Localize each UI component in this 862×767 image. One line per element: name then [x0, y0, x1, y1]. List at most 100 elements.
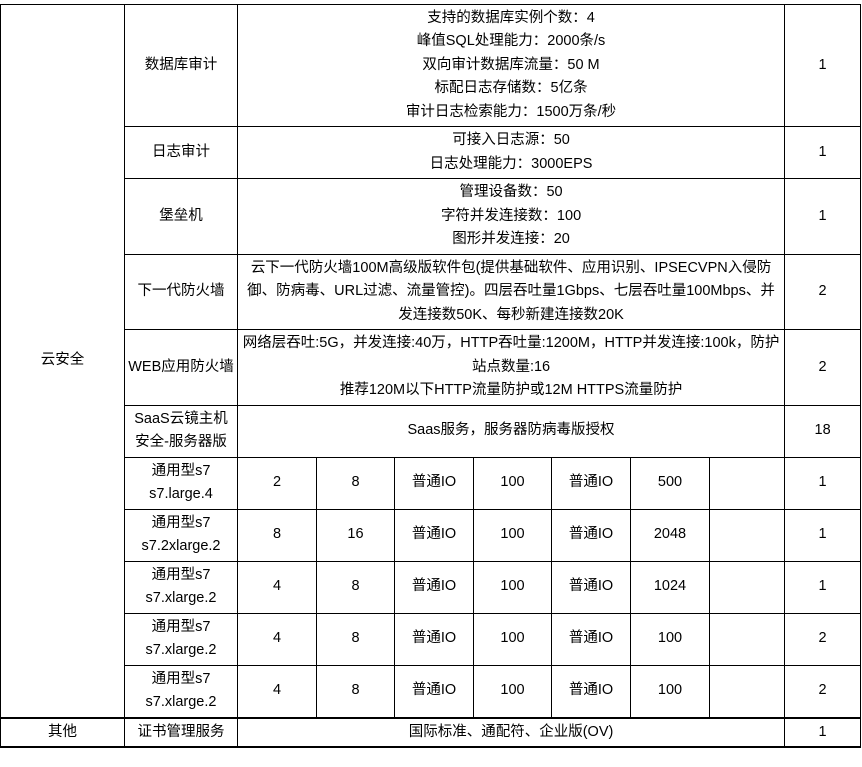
desc-line: 标配日志存储数：5亿条: [434, 80, 588, 97]
item-name-saas-host-security: SaaS云镜主机安全-服务器版: [124, 404, 238, 458]
instance-system-disk-size: 100: [473, 612, 552, 666]
item-name-database-audit: 数据库审计: [124, 3, 238, 128]
category-cell-cloud-security: 云安全: [0, 3, 125, 719]
category-cell-other: 其他: [0, 716, 125, 749]
instance-type: s7.2xlarge.2: [141, 538, 221, 555]
quantity-web-application-firewall: 2: [784, 329, 862, 406]
instance-vcpu: 4: [237, 560, 317, 614]
table-row-next-gen-firewall: 下一代防火墙 云下一代防火墙100M高级版软件包(提供基础软件、应用识别、IPS…: [1, 253, 862, 331]
specification-table: 云安全 数据库审计 支持的数据库实例个数：4 峰值SQL处理能力：2000条/s…: [0, 3, 862, 749]
instance-type: s7.xlarge.2: [145, 694, 217, 711]
instance-family: 通用型s7: [151, 566, 211, 583]
instance-data-disk-size: 100: [630, 664, 710, 719]
desc-line: 管理设备数：50: [459, 184, 563, 201]
desc-line: 审计日志检索能力：1500万条/秒: [405, 103, 617, 120]
instance-family: 通用型s7: [151, 462, 211, 479]
desc-line: Saas服务，服务器防病毒版授权: [407, 422, 615, 439]
instance-extra: [708, 456, 786, 510]
instance-extra: [708, 508, 786, 562]
quantity-instance: 1: [784, 508, 862, 562]
instance-family: 通用型s7: [151, 514, 211, 531]
quantity-saas-host-security: 18: [784, 404, 862, 458]
instance-system-disk-type: 普通IO: [394, 560, 474, 614]
item-name-certificate-management: 证书管理服务: [124, 716, 238, 749]
desc-line: 可接入日志源：50: [452, 132, 570, 149]
instance-system-disk-type: 普通IO: [394, 456, 474, 510]
desc-line: 双向审计数据库流量：50 M: [422, 56, 600, 73]
item-desc-database-audit: 支持的数据库实例个数：4 峰值SQL处理能力：2000条/s 双向审计数据库流量…: [236, 3, 786, 128]
instance-system-disk-size: 100: [473, 560, 552, 614]
item-desc-web-application-firewall: 网络层吞吐:5G，并发连接:40万，HTTP吞吐量:1200M，HTTP并发连接…: [236, 329, 786, 406]
desc-line: 峰值SQL处理能力：2000条/s: [416, 33, 606, 50]
instance-vcpu: 2: [237, 456, 317, 510]
instance-data-disk-size: 500: [630, 456, 710, 510]
item-name-log-audit: 日志审计: [124, 126, 238, 180]
table-body: 云安全 数据库审计 支持的数据库实例个数：4 峰值SQL处理能力：2000条/s…: [0, 3, 862, 749]
instance-memory: 16: [316, 508, 395, 562]
item-name-next-gen-firewall: 下一代防火墙: [124, 253, 238, 331]
table-row-instance: 通用型s7 s7.large.4 2 8 普通IO 100 普通IO 500 1: [1, 456, 862, 510]
instance-data-disk-size: 100: [630, 612, 710, 666]
instance-type: s7.xlarge.2: [145, 590, 217, 607]
quantity-instance: 1: [784, 560, 862, 614]
instance-data-disk-type: 普通IO: [551, 612, 631, 666]
item-name-instance: 通用型s7 s7.2xlarge.2: [124, 508, 238, 562]
item-name-instance: 通用型s7 s7.xlarge.2: [124, 664, 238, 719]
table-row-instance: 通用型s7 s7.xlarge.2 4 8 普通IO 100 普通IO 100 …: [1, 664, 862, 719]
instance-memory: 8: [316, 456, 395, 510]
instance-type: s7.large.4: [149, 486, 213, 503]
quantity-instance: 2: [784, 664, 862, 719]
item-name-instance: 通用型s7 s7.xlarge.2: [124, 560, 238, 614]
quantity-log-audit: 1: [784, 126, 862, 180]
instance-data-disk-size: 2048: [630, 508, 710, 562]
instance-extra: [708, 664, 786, 719]
instance-memory: 8: [316, 664, 395, 719]
desc-line: 云下一代防火墙100M高级版软件包(提供基础软件、应用识别、IPSECVPN入侵…: [247, 259, 775, 323]
quantity-instance: 2: [784, 612, 862, 666]
instance-family: 通用型s7: [151, 618, 211, 635]
instance-data-disk-type: 普通IO: [551, 456, 631, 510]
desc-line: 网络层吞吐:5G，并发连接:40万，HTTP吞吐量:1200M，HTTP并发连接…: [242, 335, 780, 375]
instance-system-disk-type: 普通IO: [394, 664, 474, 719]
table-row-bastion-host: 堡垒机 管理设备数：50 字符并发连接数：100 图形并发连接：20 1: [1, 178, 862, 255]
desc-line: 推荐120M以下HTTP流量防护或12M HTTPS流量防护: [339, 382, 683, 399]
quantity-database-audit: 1: [784, 3, 862, 128]
table-row-instance: 通用型s7 s7.2xlarge.2 8 16 普通IO 100 普通IO 20…: [1, 508, 862, 562]
instance-system-disk-size: 100: [473, 456, 552, 510]
desc-line: 图形并发连接：20: [452, 231, 570, 248]
table-row-other: 其他 证书管理服务 国际标准、通配符、企业版(OV) 1: [0, 716, 862, 749]
item-desc-certificate-management: 国际标准、通配符、企业版(OV): [236, 716, 786, 749]
instance-vcpu: 8: [237, 508, 317, 562]
item-desc-bastion-host: 管理设备数：50 字符并发连接数：100 图形并发连接：20: [236, 178, 786, 255]
instance-data-disk-size: 1024: [630, 560, 710, 614]
instance-system-disk-type: 普通IO: [394, 612, 474, 666]
item-desc-log-audit: 可接入日志源：50 日志处理能力：3000EPS: [236, 126, 786, 180]
table-row-instance: 通用型s7 s7.xlarge.2 4 8 普通IO 100 普通IO 1024…: [1, 560, 862, 614]
instance-memory: 8: [316, 560, 395, 614]
instance-type: s7.xlarge.2: [145, 642, 217, 659]
instance-data-disk-type: 普通IO: [551, 560, 631, 614]
table-row-web-application-firewall: WEB应用防火墙 网络层吞吐:5G，并发连接:40万，HTTP吞吐量:1200M…: [1, 329, 862, 406]
quantity-next-gen-firewall: 2: [784, 253, 862, 331]
item-desc-next-gen-firewall: 云下一代防火墙100M高级版软件包(提供基础软件、应用识别、IPSECVPN入侵…: [236, 253, 786, 331]
instance-extra: [708, 560, 786, 614]
instance-memory: 8: [316, 612, 395, 666]
item-name-web-application-firewall: WEB应用防火墙: [124, 329, 238, 406]
quantity-certificate-management: 1: [784, 716, 862, 749]
item-name-instance: 通用型s7 s7.xlarge.2: [124, 612, 238, 666]
instance-extra: [708, 612, 786, 666]
table-row-saas-host-security: SaaS云镜主机安全-服务器版 Saas服务，服务器防病毒版授权 18: [1, 404, 862, 458]
table-row-database-audit: 云安全 数据库审计 支持的数据库实例个数：4 峰值SQL处理能力：2000条/s…: [0, 3, 862, 719]
instance-data-disk-type: 普通IO: [551, 664, 631, 719]
instance-data-disk-type: 普通IO: [551, 508, 631, 562]
table-row-log-audit: 日志审计 可接入日志源：50 日志处理能力：3000EPS 1: [1, 126, 862, 180]
desc-line: 字符并发连接数：100: [440, 207, 582, 224]
desc-line: 日志处理能力：3000EPS: [429, 155, 593, 172]
instance-family: 通用型s7: [151, 670, 211, 687]
instance-vcpu: 4: [237, 612, 317, 666]
item-name-instance: 通用型s7 s7.large.4: [124, 456, 238, 510]
quantity-instance: 1: [784, 456, 862, 510]
instance-vcpu: 4: [237, 664, 317, 719]
table-row-instance: 通用型s7 s7.xlarge.2 4 8 普通IO 100 普通IO 100 …: [1, 612, 862, 666]
